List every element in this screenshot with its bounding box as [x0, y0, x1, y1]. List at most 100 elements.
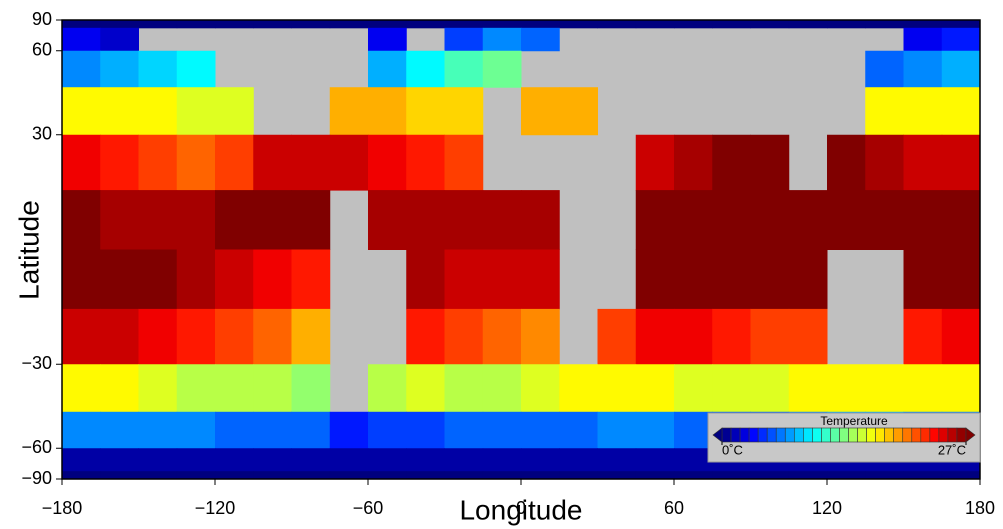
heatmap-cell	[62, 190, 101, 250]
heatmap-cell	[368, 448, 407, 471]
colorbar-box	[867, 428, 876, 442]
heatmap-cell	[445, 250, 484, 310]
x-tick-label: −60	[353, 498, 384, 518]
colorbar-box	[776, 428, 785, 442]
heatmap-cell	[942, 190, 981, 250]
heatmap-cell	[215, 250, 254, 310]
heatmap-cell	[827, 135, 866, 191]
heatmap-cell	[292, 250, 331, 310]
heatmap-cell	[292, 364, 331, 412]
x-tick-label: −180	[42, 498, 83, 518]
heatmap-cell	[674, 135, 713, 191]
heatmap-cell	[904, 250, 943, 310]
heatmap-cell	[62, 364, 101, 412]
heatmap-cell	[598, 364, 637, 412]
y-tick-label: −60	[21, 437, 52, 457]
heatmap-cell	[904, 309, 943, 365]
heatmap-cell	[904, 20, 943, 28]
heatmap-cell	[215, 364, 254, 412]
heatmap-cell	[712, 135, 751, 191]
heatmap-cell	[139, 51, 178, 88]
heatmap-cell	[330, 448, 369, 471]
heatmap-cell	[483, 20, 522, 28]
heatmap-cell	[521, 190, 560, 250]
heatmap-cell	[789, 190, 828, 250]
heatmap-cell	[139, 309, 178, 365]
heatmap-cell	[100, 309, 139, 365]
colorbar-box	[740, 428, 749, 442]
heatmap-cell	[636, 135, 675, 191]
heatmap-cell	[215, 87, 254, 135]
heatmap-cell	[292, 412, 331, 449]
heatmap-cell	[942, 28, 981, 51]
heatmap-cell	[636, 309, 675, 365]
heatmap-cell	[674, 190, 713, 250]
heatmap-cell	[215, 412, 254, 449]
x-tick-label: 0	[516, 498, 526, 518]
heatmap-cell	[445, 28, 484, 51]
heatmap-cell	[139, 448, 178, 471]
colorbar-box	[894, 428, 903, 442]
heatmap-cell	[253, 190, 292, 250]
heatmap-cell	[904, 190, 943, 250]
heatmap-cell	[406, 412, 445, 449]
heatmap-cell	[598, 448, 637, 471]
heatmap-cell	[674, 364, 713, 412]
colorbar-tick-label: 27˚C	[938, 442, 966, 457]
heatmap-cell	[521, 448, 560, 471]
heatmap-cell	[865, 20, 904, 28]
heatmap-cell	[942, 250, 981, 310]
heatmap-cell	[942, 51, 981, 88]
colorbar-box	[930, 428, 939, 442]
heatmap-cell	[598, 309, 637, 365]
heatmap-cell	[368, 135, 407, 191]
heatmap-cell	[406, 87, 445, 135]
heatmap-cell	[406, 309, 445, 365]
colorbar-box	[885, 428, 894, 442]
heatmap-cell	[789, 309, 828, 365]
heatmap-cell	[942, 20, 981, 28]
heatmap-cell	[62, 28, 101, 51]
heatmap-cell	[100, 364, 139, 412]
heatmap-cell	[253, 448, 292, 471]
heatmap-cell	[100, 51, 139, 88]
x-tick-label: 120	[812, 498, 842, 518]
heatmap-cell	[139, 135, 178, 191]
heatmap-cell	[292, 448, 331, 471]
heatmap-cell	[330, 87, 369, 135]
y-tick-label: 30	[32, 124, 52, 144]
heatmap-cell	[253, 412, 292, 449]
heatmap-cell	[904, 135, 943, 191]
heatmap-cell	[100, 135, 139, 191]
heatmap-cell	[445, 135, 484, 191]
heatmap-cell	[445, 51, 484, 88]
heatmap-cell	[177, 51, 216, 88]
heatmap-cell	[100, 190, 139, 250]
heatmap-cell	[751, 20, 790, 28]
heatmap-cell	[100, 87, 139, 135]
x-tick-label: 60	[664, 498, 684, 518]
colorbar-box	[903, 428, 912, 442]
heatmap-cell	[483, 51, 522, 88]
heatmap-cell	[177, 250, 216, 310]
heatmap-cell	[177, 87, 216, 135]
heatmap-cell	[253, 250, 292, 310]
heatmap-cell	[521, 364, 560, 412]
heatmap-cell	[368, 20, 407, 28]
heatmap-cell	[330, 20, 369, 28]
heatmap-cell	[521, 250, 560, 310]
colorbar-box	[749, 428, 758, 442]
heatmap-cell	[368, 51, 407, 88]
heatmap-cell	[445, 364, 484, 412]
heatmap-cell	[598, 412, 637, 449]
heatmap-cell	[483, 448, 522, 471]
heatmap-cell	[177, 309, 216, 365]
heatmap-cell	[942, 135, 981, 191]
heatmap-cell	[942, 87, 981, 135]
heatmap-cell	[62, 250, 101, 310]
heatmap-cell	[292, 190, 331, 250]
heatmap-cell	[559, 20, 598, 28]
heatmap-cell	[483, 28, 522, 51]
heatmap-cell	[139, 190, 178, 250]
heatmap-cell	[865, 135, 904, 191]
